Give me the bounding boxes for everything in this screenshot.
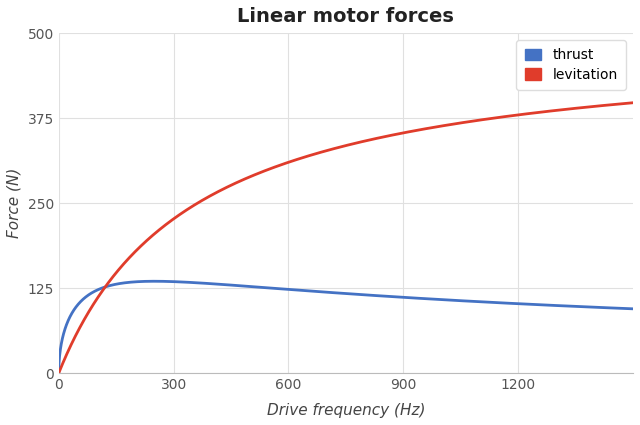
thrust	[150, 279, 158, 284]
Line: levitation: levitation	[59, 103, 633, 373]
thrust	[335, 290, 342, 295]
levitation	[629, 100, 637, 105]
X-axis label: Drive frequency (Hz): Drive frequency (Hz)	[267, 403, 425, 418]
levitation	[612, 102, 620, 107]
thrust	[612, 306, 620, 311]
levitation	[612, 102, 620, 107]
Legend: thrust, levitation: thrust, levitation	[516, 40, 626, 90]
thrust	[508, 301, 515, 306]
Line: thrust: thrust	[59, 281, 633, 373]
thrust	[55, 371, 63, 376]
thrust	[319, 289, 327, 295]
levitation	[334, 145, 342, 150]
levitation	[507, 113, 515, 119]
levitation	[319, 149, 326, 154]
thrust	[84, 293, 92, 298]
levitation	[84, 311, 92, 316]
Title: Linear motor forces: Linear motor forces	[237, 7, 454, 26]
thrust	[629, 306, 637, 312]
levitation	[55, 371, 63, 376]
thrust	[613, 306, 621, 311]
Y-axis label: Force (N): Force (N)	[7, 168, 22, 238]
